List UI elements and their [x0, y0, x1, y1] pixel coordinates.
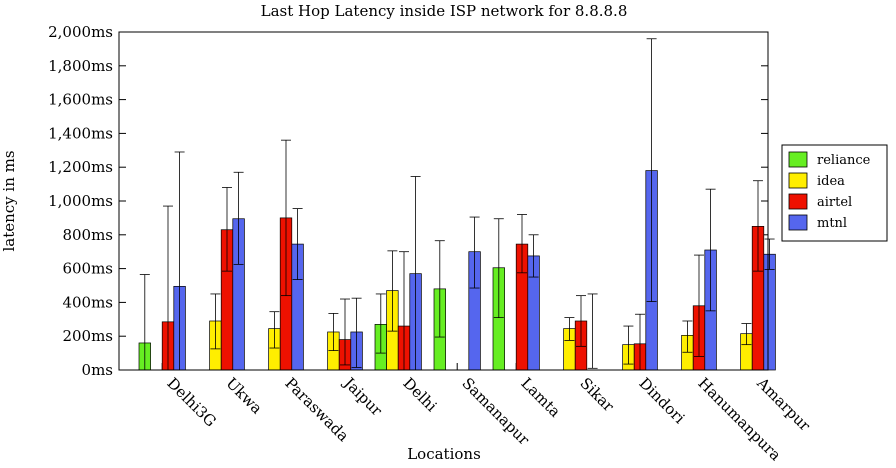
y-tick-label: 200ms: [62, 327, 113, 345]
category-label: Lamta: [517, 374, 564, 421]
legend-label-idea: idea: [817, 174, 845, 189]
category-label: Jaipur: [339, 373, 386, 420]
chart-title: Last Hop Latency inside ISP network for …: [261, 2, 628, 20]
category-label: Delhi: [399, 374, 440, 415]
legend-label-mtnl: mtnl: [817, 216, 847, 231]
category-label: Amarpur: [753, 373, 815, 435]
y-tick-label: 1,200ms: [48, 158, 113, 176]
legend-label-airtel: airtel: [817, 195, 852, 210]
legend-swatch-idea: [788, 172, 808, 189]
y-tick-label: 800ms: [62, 226, 113, 244]
y-tick-label: 2,000ms: [48, 23, 113, 41]
legend-swatch-airtel: [788, 193, 808, 210]
y-tick-label: 400ms: [62, 293, 113, 311]
x-axis-label: Locations: [407, 445, 481, 463]
category-label: Dindori: [635, 374, 688, 427]
y-axis: 0ms 200ms 400ms 600ms 800ms 1,000ms 1,200ms 1,4…: [48, 23, 768, 379]
y-tick-label: 600ms: [62, 260, 113, 278]
y-tick-label: 1,600ms: [48, 91, 113, 109]
y-tick-label: 0ms: [82, 361, 113, 379]
bar-mtnl: [763, 253, 776, 371]
bars-layer: [138, 170, 776, 371]
legend-swatch-reliance: [788, 151, 808, 168]
y-tick-label: 1,800ms: [48, 57, 113, 75]
category-label: Ukwa: [222, 374, 266, 418]
y-axis-label: latency in ms: [0, 150, 18, 251]
category-label: Sikar: [576, 374, 618, 416]
legend-swatch-mtnl: [788, 214, 808, 231]
category-label: Delhi3G: [163, 374, 219, 430]
legend-label-reliance: reliance: [817, 153, 871, 168]
y-tick-label: 1,400ms: [48, 124, 113, 142]
y-tick-label: 1,000ms: [48, 192, 113, 210]
plot-frame: [118, 31, 769, 371]
legend: reliance idea airtel mtnl: [781, 144, 888, 242]
